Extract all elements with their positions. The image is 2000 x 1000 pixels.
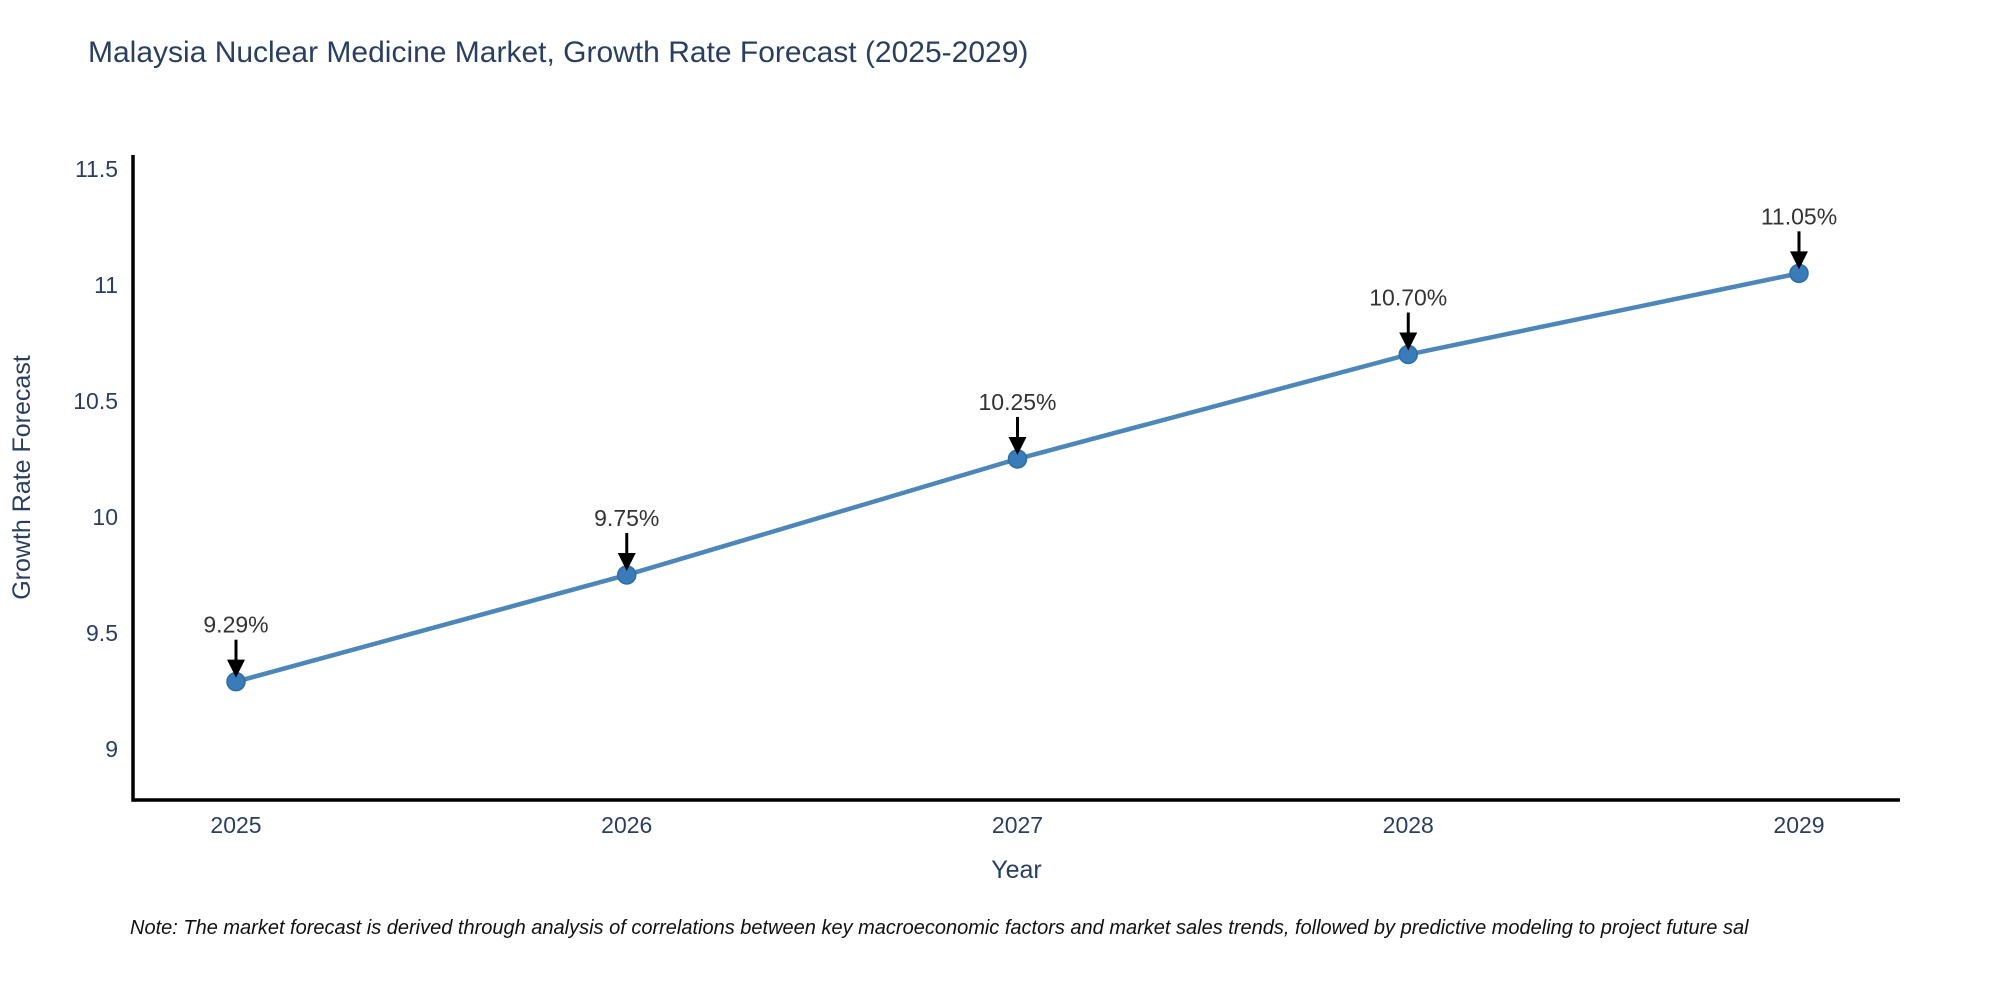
annotation-arrow-head — [1399, 332, 1418, 351]
x-tick-label: 2029 — [1773, 812, 1824, 838]
data-label: 11.05% — [1761, 203, 1837, 229]
annotation-arrow-head — [1790, 251, 1808, 270]
y-tick-label: 11.5 — [75, 156, 118, 182]
x-axis-title: Year — [991, 856, 1042, 884]
data-label: 10.25% — [978, 389, 1056, 415]
data-label: 9.75% — [594, 505, 659, 531]
y-tick-label: 9 — [105, 736, 118, 762]
trend-line — [235, 271, 1800, 684]
y-tick-label: 11 — [94, 272, 118, 298]
y-tick-label: 10.5 — [73, 388, 118, 414]
x-tick-label: 2028 — [1383, 812, 1434, 838]
x-tick-label: 2025 — [210, 812, 261, 838]
data-label: 9.29% — [203, 612, 268, 638]
annotation-arrow-head — [617, 552, 636, 571]
y-tick-label: 9.5 — [86, 620, 118, 646]
annotation-arrow-head — [227, 659, 245, 678]
y-tick-label: 10 — [92, 504, 118, 530]
footnote: Note: The market forecast is derived thr… — [130, 917, 1749, 939]
y-axis-title: Growth Rate Forecast — [8, 355, 36, 600]
x-tick-label: 2027 — [992, 812, 1043, 838]
data-label: 10.70% — [1369, 285, 1447, 311]
annotation-arrow-head — [1008, 436, 1027, 455]
chart-title: Malaysia Nuclear Medicine Market, Growth… — [88, 36, 1029, 69]
x-tick-label: 2026 — [601, 812, 652, 838]
